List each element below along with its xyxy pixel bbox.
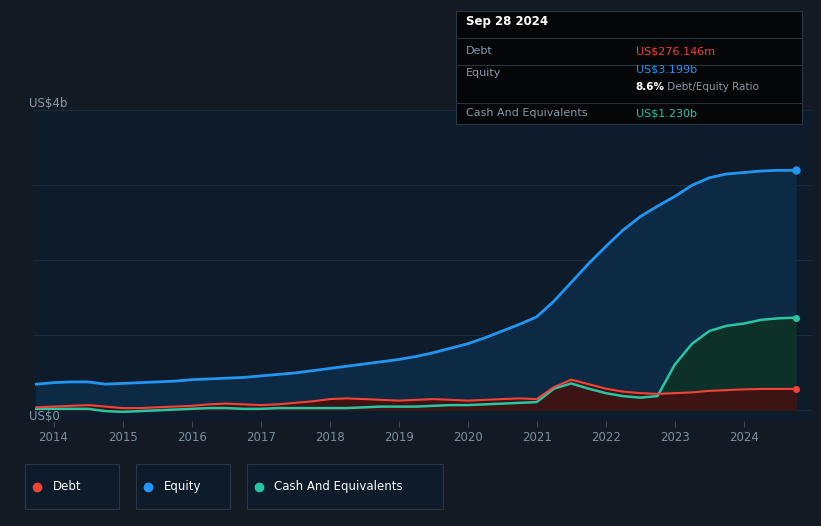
Text: Cash And Equivalents: Cash And Equivalents [466, 108, 588, 118]
Text: US$4b: US$4b [29, 97, 67, 110]
Text: Debt: Debt [466, 46, 493, 56]
Text: US$3.199b: US$3.199b [635, 64, 697, 74]
Text: Equity: Equity [466, 68, 502, 78]
Text: Debt: Debt [53, 480, 81, 493]
FancyBboxPatch shape [246, 464, 443, 509]
Text: Debt/Equity Ratio: Debt/Equity Ratio [663, 83, 759, 93]
FancyBboxPatch shape [135, 464, 230, 509]
Text: Cash And Equivalents: Cash And Equivalents [274, 480, 403, 493]
Text: US$276.146m: US$276.146m [635, 46, 715, 56]
Text: US$0: US$0 [29, 410, 60, 422]
Text: Sep 28 2024: Sep 28 2024 [466, 15, 548, 28]
Text: 8.6%: 8.6% [635, 83, 665, 93]
Text: Equity: Equity [163, 480, 201, 493]
Text: US$1.230b: US$1.230b [635, 108, 697, 118]
FancyBboxPatch shape [25, 464, 118, 509]
